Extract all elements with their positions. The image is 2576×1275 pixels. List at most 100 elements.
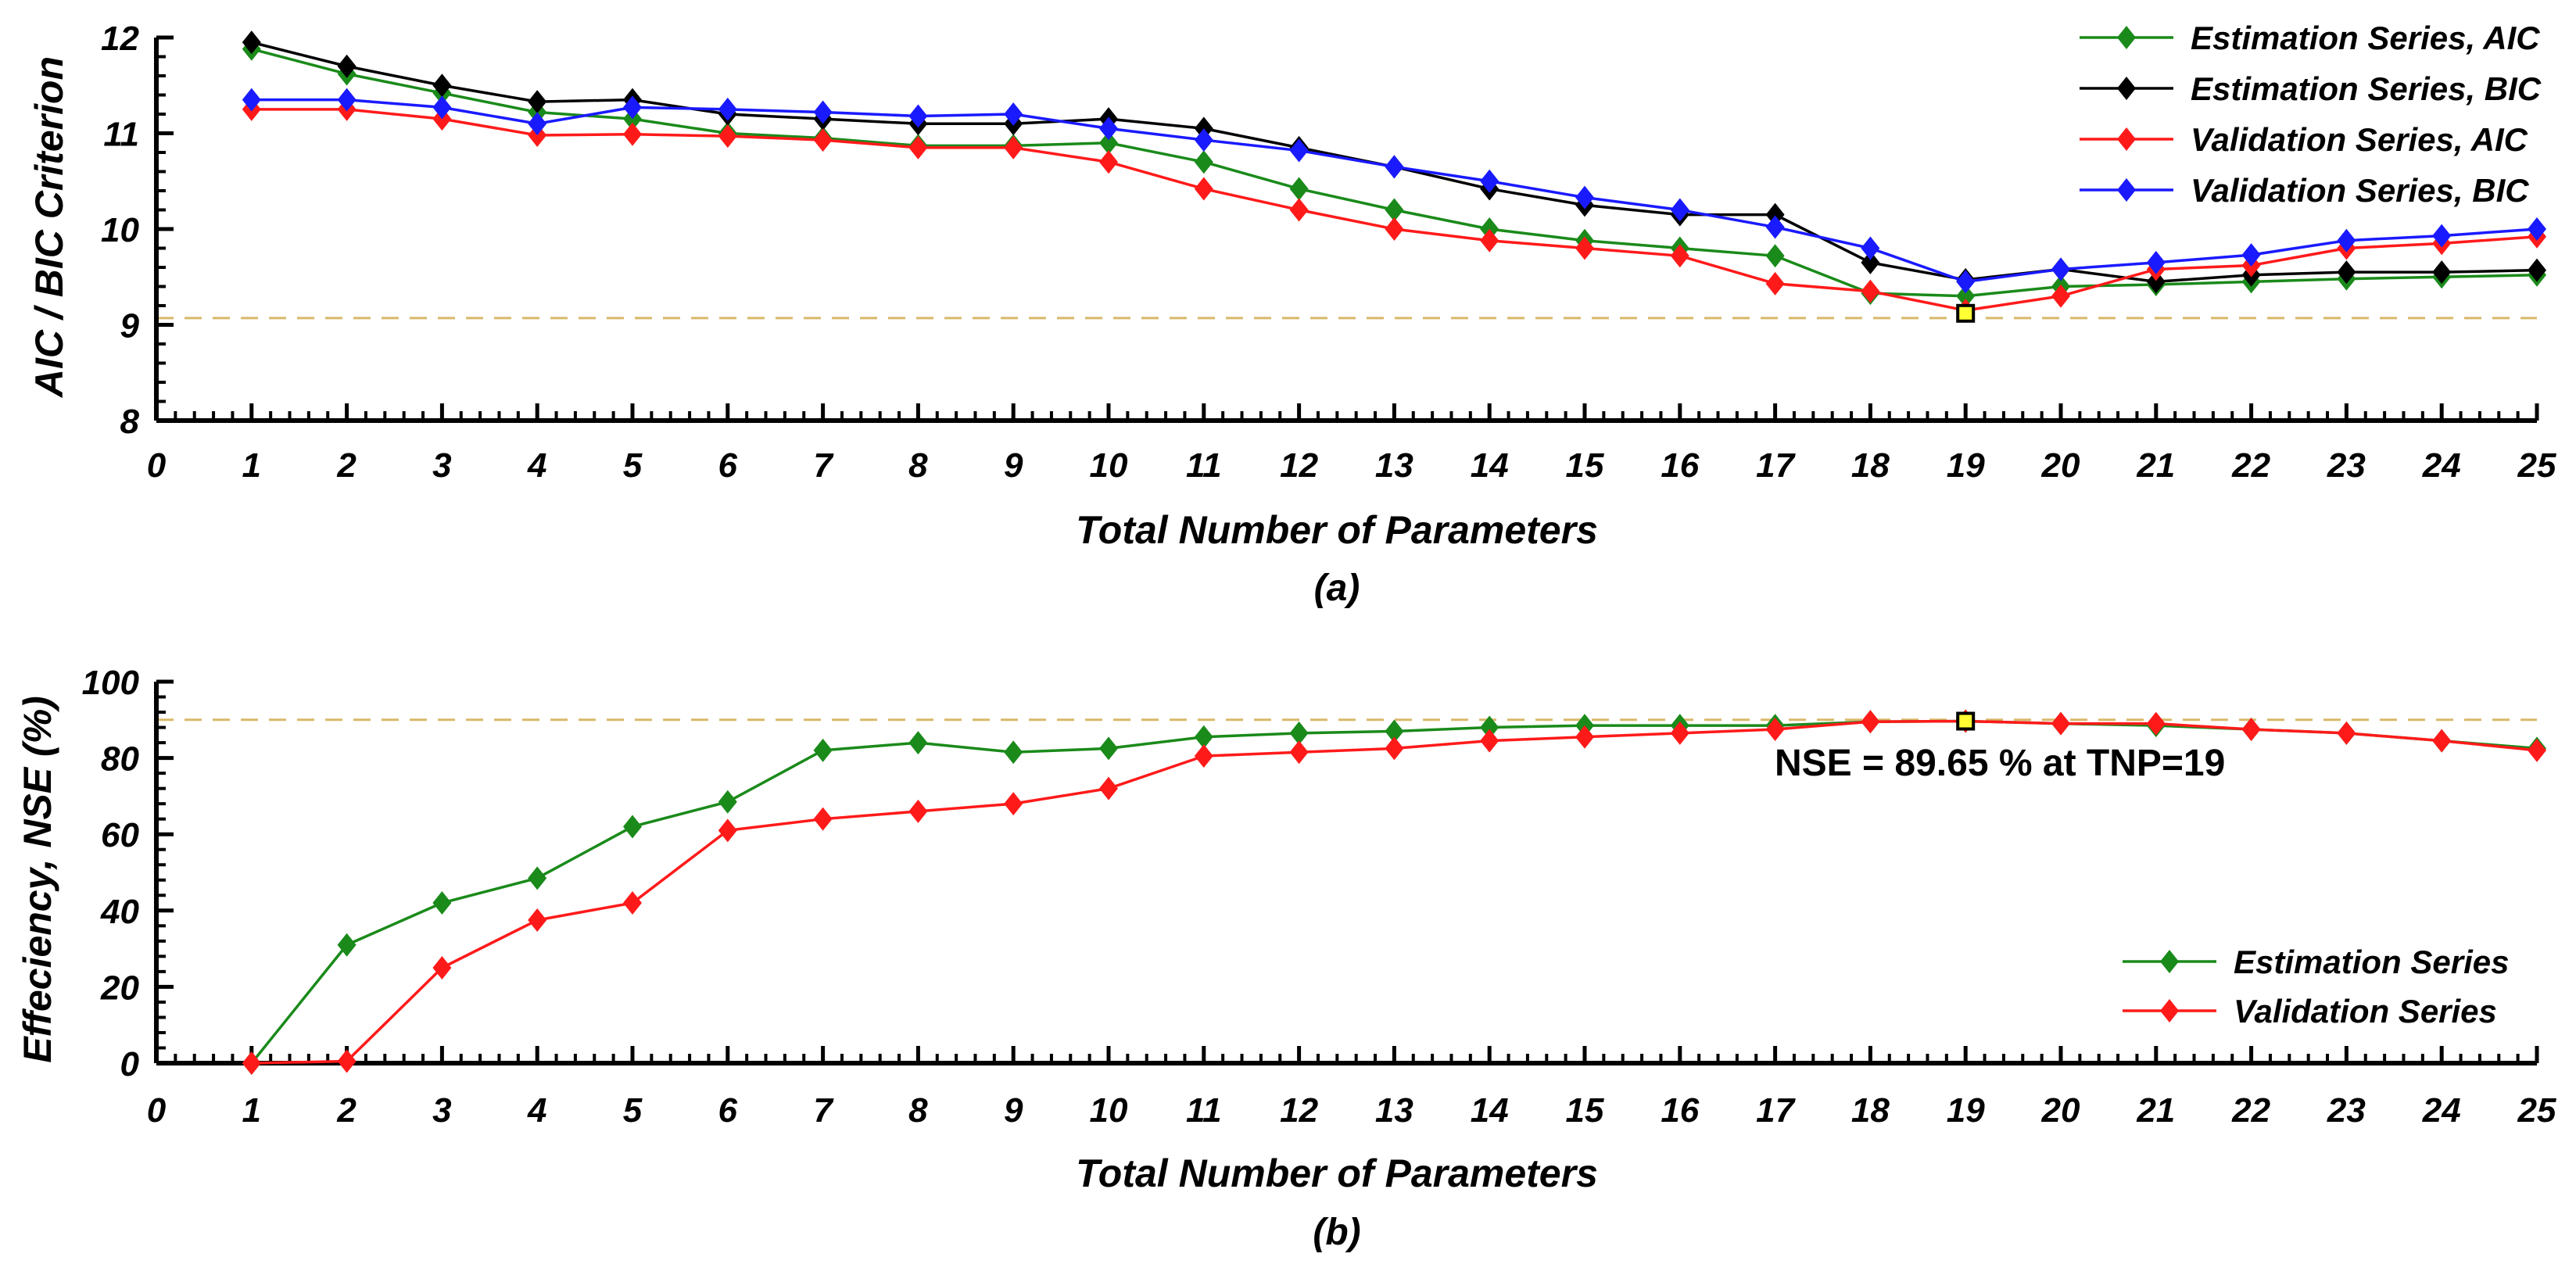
data-point [1765,271,1785,295]
data-point [718,124,737,149]
data-point [1861,250,1880,274]
x-tick-label: 10 [1090,446,1128,485]
panel-b-x-ticks: 0 1 2 3 4 5 6 7 8 9 10 11 12 13 14 15 16 17 18 19 20 21 22 23 24… [147,1091,2556,1130]
x-tick-label: 22 [2231,446,2270,485]
y-tick-label: 12 [101,20,139,58]
legend-marker [2117,127,2136,151]
data-point [1099,736,1118,761]
data-point [1480,729,1499,753]
y-tick-label: 60 [101,816,139,854]
data-point [1099,116,1118,141]
legend-label: Estimation Series [2234,944,2509,980]
data-point [908,104,928,128]
x-tick-label: 9 [1004,446,1023,485]
data-point [242,88,261,112]
x-tick-label: 13 [1375,446,1413,485]
data-point [2051,257,2070,281]
data-point [2528,217,2546,241]
x-tick-label: 7 [813,446,834,485]
data-point [813,100,833,124]
panel-b-y-ticks: 0 20 40 60 80 100 [82,664,140,1083]
data-point [1385,217,1404,241]
legend-label: Estimation Series, AIC [2191,20,2540,56]
data-point [1670,244,1689,268]
legend-marker [2117,178,2136,202]
panel-a-ylabel: AIC / BIC Criterion [27,56,71,399]
legend-entry-estimation-series-aic: Estimation Series, AIC [2080,20,2540,56]
data-point [2432,224,2452,248]
data-point [1289,721,1309,745]
data-point [1765,244,1785,268]
panel-b-legend: Estimation Series Validation Series [2123,944,2509,1030]
data-point [1194,177,1213,201]
data-point [718,818,737,843]
data-point [813,128,833,152]
data-point [718,790,737,814]
data-point [908,799,928,823]
x-tick-label: 3 [432,446,451,485]
data-point [2146,711,2166,736]
x-tick-label: 23 [2327,1091,2366,1130]
data-point [337,54,356,78]
data-point [1289,138,1309,163]
data-point [1575,236,1594,260]
panel-a-xlabel: Total Number of Parameters [1076,508,1598,552]
data-point [337,88,356,112]
data-point [1385,155,1404,179]
series-validation-series [242,709,2546,1075]
y-tick-label: 100 [82,664,140,702]
data-point [908,731,928,755]
x-tick-label: 9 [1004,1091,1023,1130]
data-point [337,933,356,957]
data-point [623,122,642,146]
x-tick-label: 20 [2041,1091,2080,1130]
x-tick-label: 8 [908,446,928,485]
data-point [1480,169,1499,193]
data-point [908,135,928,159]
data-point [2337,260,2356,285]
data-point [1004,102,1023,126]
data-point [242,1051,261,1075]
data-point [1099,150,1118,174]
data-point [1099,776,1118,800]
x-tick-label: 3 [432,1091,451,1130]
x-tick-label: 18 [1851,1091,1890,1130]
panel-a-y-ticks: 8 9 10 11 12 [101,20,139,441]
y-tick-label: 40 [100,893,139,931]
data-point [242,30,261,55]
data-point [2051,711,2070,736]
x-tick-label: 1 [242,1091,261,1130]
x-tick-label: 14 [1471,1091,1509,1130]
data-point [1575,185,1594,210]
legend-entry-validation-series: Validation Series [2123,993,2497,1030]
x-tick-label: 17 [1756,1091,1796,1130]
data-point [1004,740,1023,765]
data-point [2432,729,2452,753]
data-point [2241,243,2261,267]
legend-entry-estimation-series: Estimation Series [2123,944,2509,980]
x-tick-label: 1 [242,446,261,485]
data-point [432,956,452,980]
legend-label: Validation Series, AIC [2191,121,2528,158]
data-point [1194,744,1213,768]
data-point [623,95,642,120]
data-point [432,95,452,120]
data-point [2241,718,2261,741]
x-tick-label: 8 [908,1091,928,1130]
x-tick-label: 20 [2041,446,2080,485]
data-point [1385,198,1404,222]
x-tick-label: 2 [336,1091,356,1130]
data-point [2528,258,2546,282]
data-point [1480,715,1499,740]
data-point [623,891,642,915]
data-point [528,90,547,114]
x-tick-label: 19 [1947,1091,1985,1130]
optimum-marker [1956,711,1976,731]
panel-b-series [242,709,2546,1075]
x-tick-label: 16 [1661,446,1699,485]
x-tick-label: 21 [2136,446,2175,485]
x-tick-label: 15 [1566,446,1604,485]
x-tick-label: 6 [718,1091,738,1130]
data-point [813,738,833,762]
x-tick-label: 23 [2327,446,2366,485]
